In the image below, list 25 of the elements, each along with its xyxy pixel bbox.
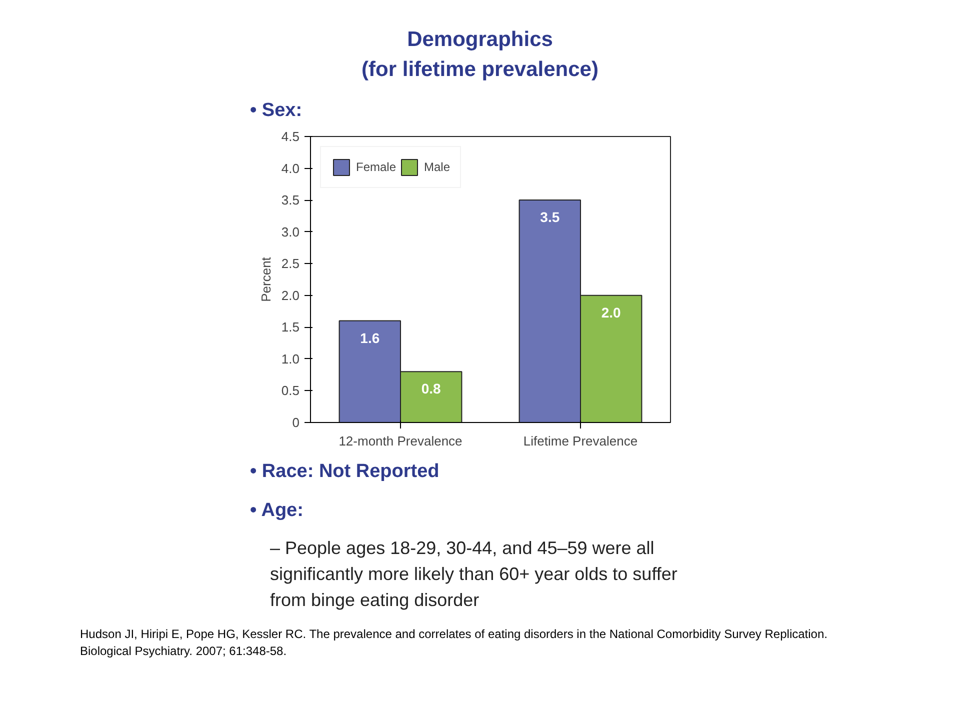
text: • Sex: xyxy=(250,99,302,123)
legend-label: Female xyxy=(356,160,396,174)
y-tick-label: 0 xyxy=(292,415,300,430)
chart-title: Demographics (for lifetime prevalence) xyxy=(360,27,600,83)
y-tick-label: 1.0 xyxy=(281,352,300,367)
data-label: 0.8 xyxy=(421,380,442,397)
y-tick-label: 3.5 xyxy=(281,192,300,208)
x-tick-label: 12-month Prevalence xyxy=(338,434,462,449)
y-tick-label: 2.5 xyxy=(281,256,300,272)
y-tick-label: 1.5 xyxy=(281,320,300,335)
text: • Age: xyxy=(250,499,304,524)
data-label: 2.0 xyxy=(601,304,622,321)
data-label: 1.6 xyxy=(360,330,380,346)
y-tick-label: 2.0 xyxy=(281,288,300,304)
legend-label: Male xyxy=(424,160,450,174)
y-tick-label: 0.5 xyxy=(281,383,300,398)
text: – People ages 18-29, 30-44, and 45–59 were all significantly more likely than 60+ year olds to suffer from binge eating disorder xyxy=(270,537,678,612)
y-tick-label: 4.0 xyxy=(281,160,300,176)
y-axis-title: Percent xyxy=(258,256,274,302)
data-label: 3.5 xyxy=(540,209,560,226)
text: • Race: Not Reported xyxy=(250,460,440,484)
x-tick-label: Lifetime Prevalence xyxy=(523,434,638,449)
y-tick-label: 3.0 xyxy=(281,224,300,240)
text: Hudson JI, Hiripi E, Pope HG, Kessler RC. The prevalence and correlates of eating disorders in the National Comorbidity Survey Replication. Biological Psychiatry. 2007; 61:348-58. xyxy=(80,626,828,660)
y-tick-label: 4.5 xyxy=(281,129,300,144)
